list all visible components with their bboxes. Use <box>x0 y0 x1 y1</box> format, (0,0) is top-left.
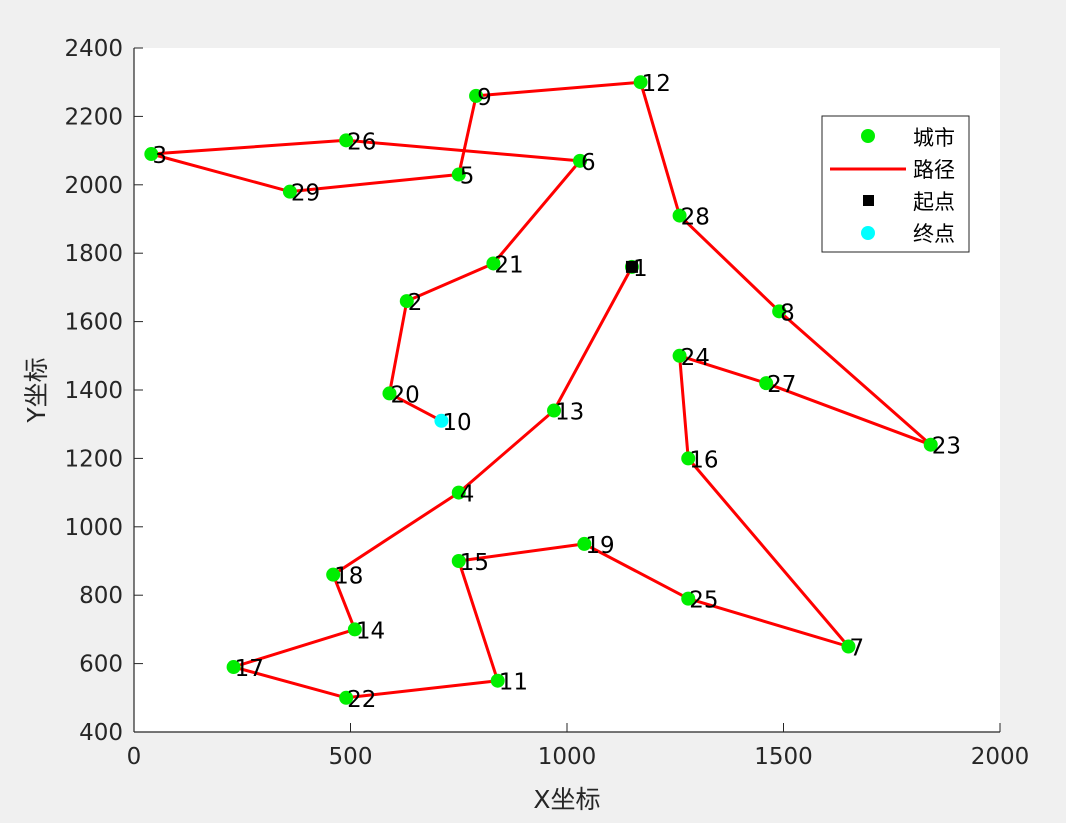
city-label-4: 4 <box>460 482 475 508</box>
city-point-15 <box>451 554 466 568</box>
city-point-20 <box>382 386 397 401</box>
city-point-21 <box>486 256 501 271</box>
city-label-20: 20 <box>390 382 419 408</box>
x-tick-label: 1500 <box>754 744 813 770</box>
city-label-25: 25 <box>689 588 718 614</box>
city-label-3: 3 <box>152 143 167 169</box>
city-point-27 <box>759 376 774 391</box>
city-points <box>144 75 938 705</box>
legend-end-label: 终点 <box>913 222 955 246</box>
city-label-26: 26 <box>347 129 376 155</box>
city-label-2: 2 <box>408 290 423 316</box>
city-label-28: 28 <box>681 205 710 231</box>
legend-start-label: 起点 <box>913 190 955 214</box>
city-point-24 <box>672 348 687 363</box>
city-point-8 <box>772 304 787 319</box>
legend-route-label: 路径 <box>913 158 955 182</box>
city-label-12: 12 <box>642 71 671 97</box>
city-point-22 <box>339 690 354 705</box>
y-tick-label: 1000 <box>64 515 123 541</box>
x-tick-label: 1000 <box>538 744 597 770</box>
y-tick-label: 1400 <box>64 378 123 404</box>
city-label-18: 18 <box>334 564 363 590</box>
city-label-14: 14 <box>356 618 385 644</box>
city-point-7 <box>841 639 856 654</box>
city-label-11: 11 <box>499 670 528 696</box>
y-axis-label: Y坐标 <box>22 357 51 423</box>
y-tick-label: 800 <box>79 583 123 609</box>
y-tick-label: 1800 <box>64 241 123 267</box>
axes: 0 500 1000 1500 2000 400 600 800 1000 1200 1400 160… <box>64 36 1029 770</box>
city-point-16 <box>681 451 696 466</box>
city-point-6 <box>572 153 587 168</box>
city-label-23: 23 <box>932 434 961 460</box>
start-point-marker <box>625 260 638 273</box>
city-point-10 <box>434 413 449 428</box>
x-axis-label: X坐标 <box>533 785 600 814</box>
y-tick-label: 1600 <box>64 310 123 336</box>
city-point-26 <box>339 133 354 148</box>
y-tick-label: 400 <box>79 720 123 746</box>
legend-start-marker <box>863 195 874 206</box>
city-point-13 <box>547 403 562 418</box>
legend-city-label: 城市 <box>913 126 955 150</box>
legend-end-marker <box>861 226 875 240</box>
y-tick-label: 2400 <box>64 36 123 62</box>
legend-box <box>821 115 970 253</box>
city-point-12 <box>633 75 648 90</box>
city-label-10: 10 <box>442 410 471 436</box>
city-point-23 <box>923 437 938 452</box>
city-labels: 1234567891011121314151617181920212223242… <box>152 71 961 713</box>
y-tick-label: 2000 <box>64 173 123 199</box>
city-point-14 <box>347 622 362 637</box>
city-label-19: 19 <box>585 533 614 559</box>
city-point-4 <box>451 485 466 500</box>
city-label-21: 21 <box>494 252 523 278</box>
city-label-15: 15 <box>460 550 489 576</box>
city-label-13: 13 <box>555 400 584 426</box>
city-label-22: 22 <box>347 687 376 713</box>
city-label-24: 24 <box>681 345 710 371</box>
city-point-28 <box>672 208 687 223</box>
y-tick-label: 1200 <box>64 446 123 472</box>
city-label-27: 27 <box>767 372 796 398</box>
city-point-3 <box>144 147 159 162</box>
x-tick-label: 2000 <box>971 744 1030 770</box>
city-label-29: 29 <box>291 181 320 207</box>
city-label-7: 7 <box>849 636 864 662</box>
city-point-5 <box>451 167 466 182</box>
city-point-29 <box>282 184 297 199</box>
legend-city-marker <box>861 129 875 143</box>
city-label-8: 8 <box>780 300 795 326</box>
city-point-11 <box>490 673 505 688</box>
city-label-16: 16 <box>689 447 718 473</box>
x-tick-label: 0 <box>127 744 142 770</box>
city-label-17: 17 <box>235 656 264 682</box>
y-tick-label: 600 <box>79 652 123 678</box>
city-point-18 <box>326 567 341 582</box>
city-point-2 <box>399 294 414 309</box>
city-point-9 <box>469 88 484 103</box>
x-tick-label: 500 <box>329 744 373 770</box>
city-label-5: 5 <box>460 164 475 190</box>
city-label-9: 9 <box>477 85 492 111</box>
city-point-19 <box>577 536 592 551</box>
legend: 城市 路径 起点 终点 <box>821 115 970 253</box>
city-label-1: 1 <box>633 256 648 282</box>
y-tick-label: 2200 <box>64 104 123 130</box>
city-label-6: 6 <box>581 150 596 176</box>
city-point-25 <box>681 591 696 606</box>
city-point-17 <box>226 660 241 675</box>
